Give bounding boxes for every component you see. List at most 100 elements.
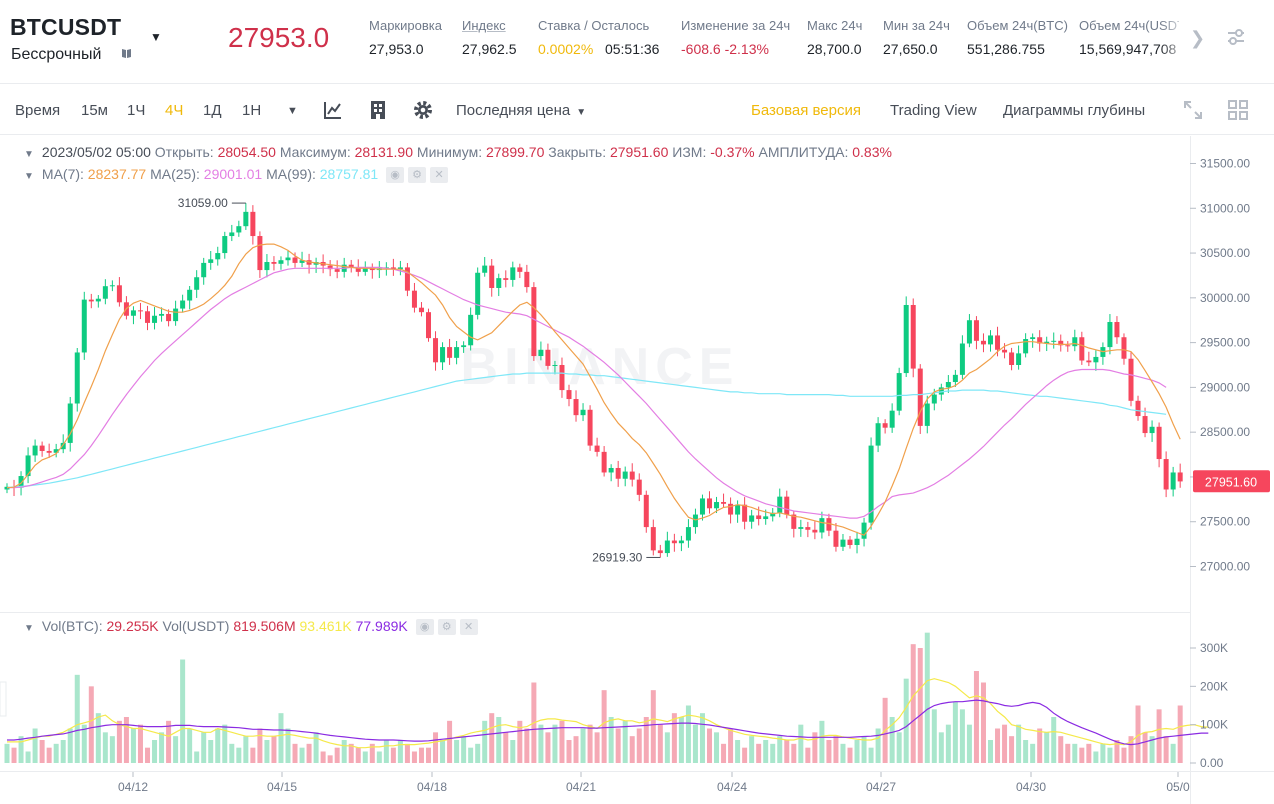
candle-body: [25, 455, 31, 477]
chevron-down-icon[interactable]: ▼: [150, 30, 162, 44]
volume-bar: [573, 736, 579, 763]
candle-body: [510, 267, 516, 280]
eye-icon[interactable]: ◉: [415, 619, 434, 636]
volume-bar: [173, 736, 179, 763]
volume-bar: [826, 740, 832, 763]
chevron-down-icon[interactable]: ▼: [287, 105, 298, 117]
gear-icon[interactable]: ⚙: [408, 167, 427, 184]
volume-bar: [692, 724, 698, 763]
stat-index-price[interactable]: Индекс 27,962.5: [462, 18, 517, 57]
candle-body: [334, 269, 340, 272]
candle-body: [418, 307, 424, 313]
grid-icon[interactable]: [1227, 99, 1249, 121]
volume-bar: [861, 736, 867, 763]
volume-bar: [222, 724, 228, 763]
candle-body: [433, 338, 439, 363]
gear-icon[interactable]: ⚙: [437, 619, 456, 636]
interval-15m[interactable]: 15м: [81, 102, 108, 119]
candle-body: [791, 514, 797, 529]
volume-tick-label: 0.00: [1200, 756, 1224, 770]
interval-1h[interactable]: 1Ч: [127, 102, 146, 119]
candle-body: [1163, 459, 1169, 490]
volume-bar: [1128, 736, 1134, 763]
chevron-down-icon[interactable]: ▼: [24, 149, 34, 160]
collapse-handle: [0, 681, 7, 717]
symbol-name[interactable]: BTCUSDT: [10, 14, 122, 40]
volume-bar: [74, 674, 80, 763]
volume-bar: [411, 751, 417, 763]
book-icon[interactable]: [121, 47, 133, 59]
time-tick-label: 04/12: [118, 780, 148, 794]
expand-icon[interactable]: [1182, 99, 1204, 121]
stat-value: 15,569,947,708: [1079, 41, 1177, 57]
volume-bar: [1065, 743, 1071, 763]
candle-body: [1065, 345, 1071, 347]
volume-bar: [433, 732, 439, 763]
candle-body: [257, 236, 263, 271]
candle-body: [1009, 352, 1015, 365]
candle-body: [973, 320, 979, 341]
candle-body: [159, 313, 165, 316]
candle-body: [285, 257, 291, 261]
view-tradingview[interactable]: Trading View: [890, 102, 977, 119]
view-basic[interactable]: Базовая версия: [751, 102, 861, 119]
funding-rate: 0.0002%: [538, 41, 594, 57]
candle-body: [454, 347, 460, 358]
candle-body: [461, 345, 467, 348]
sliders-icon[interactable]: [1225, 26, 1247, 48]
contract-type[interactable]: Бессрочный: [11, 46, 102, 63]
candle-body: [109, 285, 115, 287]
price-tick-label: 31000.00: [1200, 201, 1250, 215]
candle-body: [882, 423, 888, 428]
volume-bar: [215, 728, 221, 763]
candle-body: [903, 304, 909, 374]
candle-body: [489, 265, 495, 288]
candlestick-chart[interactable]: BINANCE 31059.00 26919.30 31500.00 31000.0…: [0, 136, 1274, 804]
close-icon[interactable]: ✕: [430, 167, 449, 184]
ma99-line: [6, 372, 1167, 489]
building-icon[interactable]: [367, 99, 389, 121]
price-type-select[interactable]: Последняя цена ▼: [456, 102, 586, 119]
stat-label[interactable]: Индекс: [462, 18, 506, 33]
volume-bar: [714, 732, 720, 763]
eye-icon[interactable]: ◉: [386, 167, 405, 184]
volume-bar: [404, 743, 410, 763]
view-depth[interactable]: Диаграммы глубины: [1003, 102, 1146, 119]
volume-bar: [749, 736, 755, 763]
candle-body: [861, 522, 867, 539]
chevron-down-icon[interactable]: ▼: [24, 171, 34, 182]
volume-bar: [952, 701, 958, 763]
volume-bar: [81, 724, 87, 763]
volume-bar: [1037, 728, 1043, 763]
volume-bar: [1072, 743, 1078, 763]
volume-bar: [60, 740, 66, 763]
volume-bar: [1093, 751, 1099, 763]
close-icon[interactable]: ✕: [459, 619, 478, 636]
chevron-down-icon[interactable]: ▼: [24, 623, 34, 634]
time-label[interactable]: Время: [15, 102, 61, 119]
candle-body: [847, 539, 853, 546]
stat-high-24h: Макс 24ч 28,700.0: [807, 18, 862, 57]
indicator-icon[interactable]: [322, 99, 344, 121]
interval-1d[interactable]: 1Д: [203, 102, 222, 119]
candle-body: [32, 445, 38, 456]
volume-bar: [517, 720, 523, 763]
volume-bar: [945, 724, 951, 763]
volume-bar: [1149, 736, 1155, 763]
gear-icon[interactable]: [412, 99, 434, 121]
ticker-header: BTCUSDT Бессрочный ▼ 27953.0 Маркировка …: [0, 0, 1274, 84]
candle-body: [130, 310, 136, 316]
volume-bar: [1135, 705, 1141, 763]
interval-4h[interactable]: 4Ч: [165, 102, 184, 119]
candle-body: [250, 211, 256, 237]
candle-body: [538, 349, 544, 357]
volume-bar: [868, 747, 874, 763]
interval-1w[interactable]: 1Н: [242, 102, 262, 119]
volume-bar: [685, 705, 691, 763]
candle-body: [966, 320, 972, 344]
chevron-right-icon[interactable]: ❯: [1190, 28, 1206, 48]
candle-body: [215, 253, 221, 260]
open-value: 28054.50: [217, 144, 276, 160]
volume-bar: [566, 740, 572, 763]
